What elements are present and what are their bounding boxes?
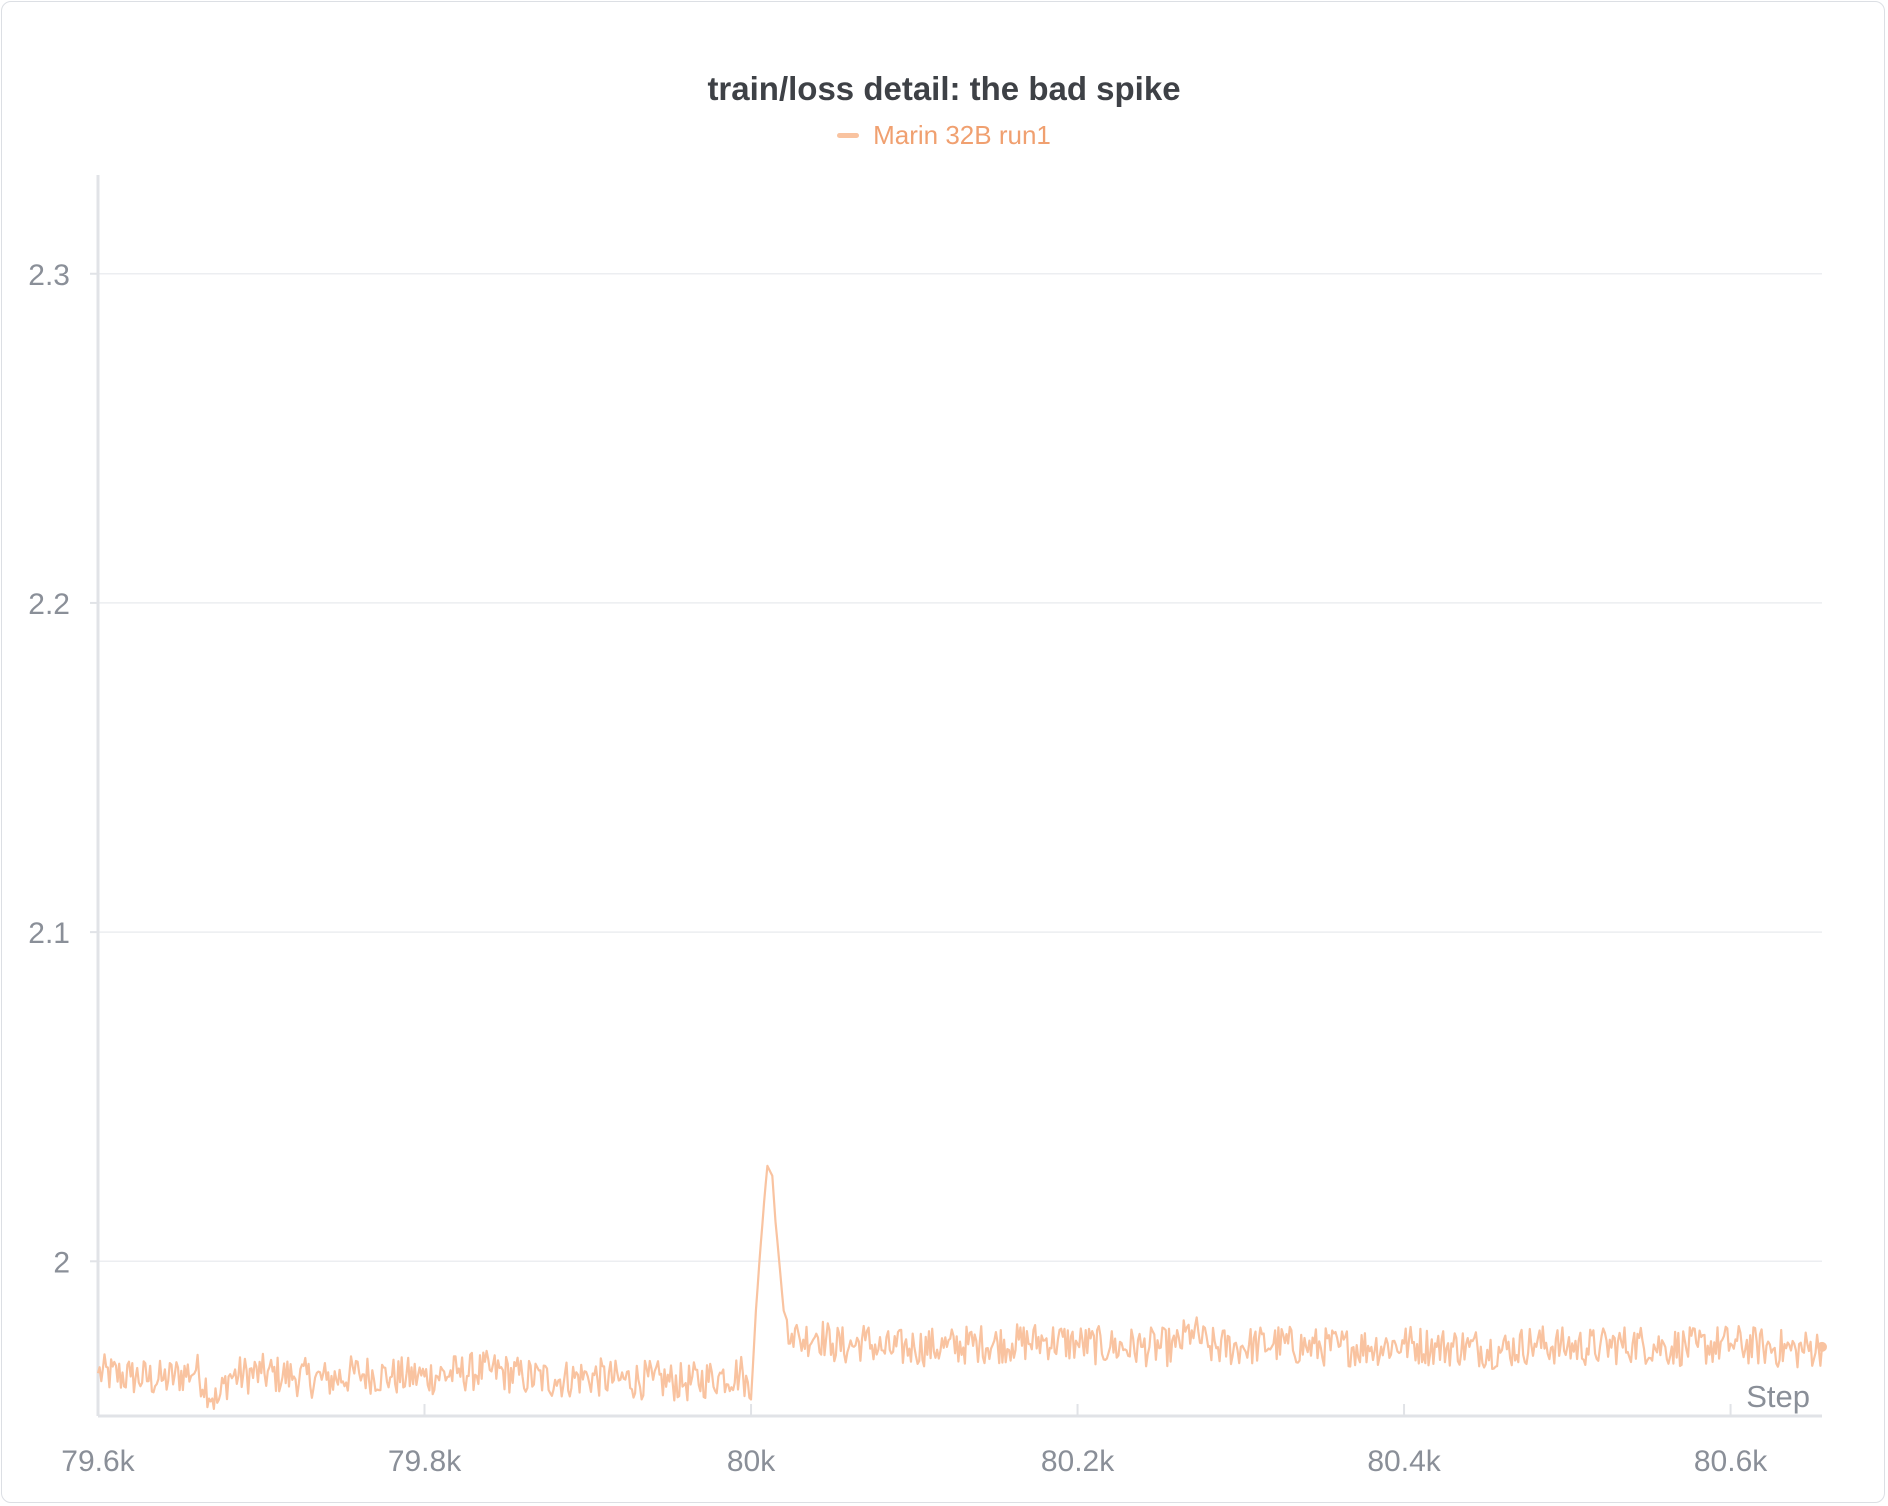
y-tick-label: 2.3 [28, 259, 70, 292]
y-tick-label: 2.1 [28, 917, 70, 950]
legend-label: Marin 32B run1 [873, 120, 1051, 150]
x-axis-ticks: 79.6k 79.8k 80k 80.2k 80.4k 80.6k [61, 1404, 1768, 1478]
x-axis-title: Step [1746, 1379, 1810, 1414]
series-line-marin-32b-run1 [96, 1164, 1824, 1410]
chart-title: train/loss detail: the bad spike [707, 70, 1181, 107]
x-tick-label: 80.4k [1367, 1445, 1441, 1478]
y-tick-label: 2.2 [28, 588, 70, 621]
x-tick-label: 80.2k [1041, 1445, 1115, 1478]
legend[interactable]: Marin 32B run1 [0, 120, 1888, 151]
series-end-point [1817, 1341, 1827, 1352]
grid-lines [98, 273, 1822, 1263]
series-group [96, 1164, 1827, 1410]
x-tick-label: 79.8k [388, 1445, 462, 1478]
legend-swatch [837, 132, 860, 138]
x-tick-label: 80k [727, 1445, 776, 1478]
axes [96, 175, 1822, 1418]
x-tick-label: 79.6k [61, 1445, 135, 1478]
x-tick-label: 80.6k [1694, 1445, 1768, 1478]
y-axis-ticks: 2 2.1 2.2 2.3 [28, 259, 98, 1279]
y-tick-label: 2 [53, 1246, 70, 1279]
